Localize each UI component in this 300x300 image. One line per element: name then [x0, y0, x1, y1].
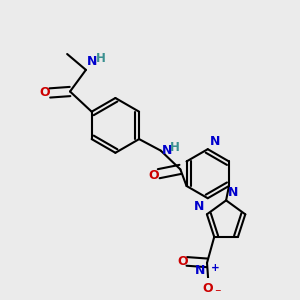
Text: O: O — [39, 86, 50, 100]
Text: +: + — [211, 263, 220, 273]
Text: H: H — [95, 52, 105, 65]
Text: H: H — [169, 141, 179, 154]
Text: N: N — [210, 135, 220, 148]
Text: O: O — [202, 282, 213, 295]
Text: N: N — [195, 264, 206, 277]
Text: N: N — [162, 144, 172, 157]
Text: O: O — [148, 169, 159, 182]
Text: N: N — [194, 200, 205, 213]
Text: O: O — [177, 255, 188, 268]
Text: ⁻: ⁻ — [214, 287, 220, 300]
Text: N: N — [87, 55, 98, 68]
Text: N: N — [228, 186, 238, 199]
